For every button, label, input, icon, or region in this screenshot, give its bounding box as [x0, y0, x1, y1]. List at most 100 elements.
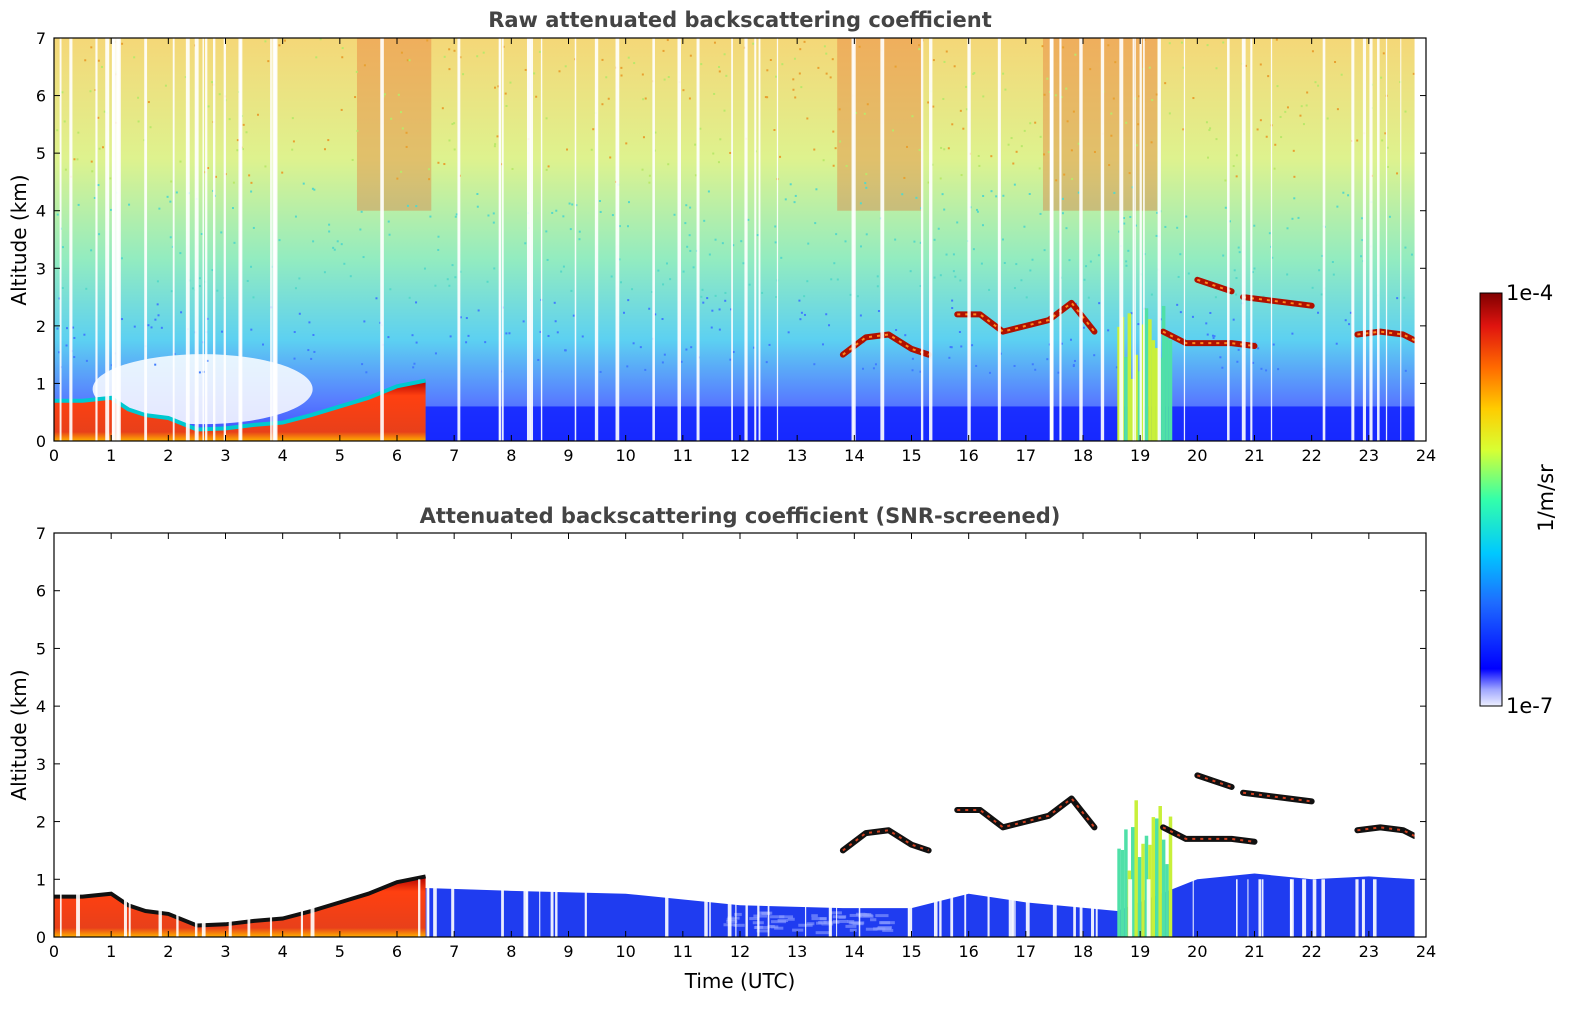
data-gap: [920, 38, 924, 441]
noise-speckle: [453, 148, 456, 151]
noise-speckle: [363, 64, 366, 67]
data-gap: [950, 879, 954, 937]
noise-speckle: [730, 308, 733, 311]
aerosol-speckle: [850, 921, 861, 925]
noise-speckle: [84, 59, 87, 62]
noise-speckle: [361, 363, 364, 366]
noise-speckle: [387, 220, 390, 223]
noise-speckle: [511, 167, 514, 170]
noise-speckle: [250, 190, 253, 193]
noise-speckle: [389, 288, 392, 291]
noise-speckle: [627, 299, 630, 302]
aerosol-speckle: [849, 928, 857, 932]
noise-speckle: [1284, 110, 1287, 113]
noise-speckle: [1233, 269, 1236, 272]
noise-speckle: [58, 351, 61, 354]
x-tick-label: 22: [1301, 446, 1321, 465]
noise-speckle: [1177, 275, 1180, 278]
data-gap: [1014, 879, 1016, 937]
noise-speckle: [383, 93, 386, 96]
noise-speckle: [323, 148, 326, 151]
noise-speckle: [232, 181, 235, 184]
data-gap: [1312, 879, 1317, 937]
noise-speckle: [121, 318, 124, 321]
noise-speckle: [627, 56, 630, 59]
data-gap: [76, 879, 80, 937]
cloud-layer-edge: [1242, 791, 1312, 803]
noise-speckle: [505, 332, 508, 335]
aerosol-speckle: [726, 920, 738, 924]
data-gap: [300, 879, 304, 937]
noise-speckle: [1023, 225, 1026, 228]
noise-speckle: [97, 184, 100, 187]
noise-speckle: [1321, 254, 1324, 257]
noise-speckle: [1001, 238, 1004, 241]
data-gap: [1385, 38, 1388, 441]
noise-speckle: [1123, 217, 1126, 220]
noise-speckle: [1013, 364, 1016, 367]
aerosol-speckle: [818, 920, 827, 924]
noise-speckle: [718, 308, 721, 311]
noise-speckle: [1156, 211, 1159, 214]
noise-speckle: [960, 345, 963, 348]
noise-speckle: [1305, 104, 1308, 107]
noise-speckle: [1215, 67, 1218, 70]
noise-speckle: [769, 59, 772, 62]
noise-speckle: [401, 127, 404, 130]
noise-speckle: [429, 215, 432, 218]
data-gap: [929, 38, 933, 441]
cloud-layer: [839, 331, 932, 358]
noise-speckle: [622, 311, 625, 314]
noise-speckle: [85, 359, 88, 362]
noise-speckle: [267, 60, 270, 63]
noise-speckle: [1396, 297, 1399, 300]
noise-speckle: [901, 193, 904, 196]
data-gap: [1025, 879, 1030, 937]
noise-speckle: [607, 97, 610, 100]
noise-speckle: [844, 240, 847, 243]
noise-speckle: [756, 234, 759, 237]
noise-speckle: [562, 265, 565, 268]
noise-speckle: [1125, 260, 1128, 263]
noise-speckle: [965, 108, 968, 111]
noise-speckle: [599, 370, 602, 373]
noise-speckle: [400, 111, 403, 114]
noise-speckle: [1129, 215, 1132, 218]
noise-speckle: [807, 242, 810, 245]
x-tick-label: 19: [1130, 942, 1150, 961]
noise-speckle: [1381, 139, 1384, 142]
noise-speckle: [1187, 272, 1190, 275]
noise-speckle: [1336, 108, 1339, 111]
noise-speckle: [686, 245, 689, 248]
y-tick-label: 1: [36, 374, 46, 393]
noise-speckle: [494, 143, 497, 146]
noise-speckle: [1125, 121, 1128, 124]
noise-speckle: [1138, 95, 1141, 98]
data-gap: [457, 38, 461, 441]
noise-speckle: [198, 277, 201, 280]
noise-speckle: [1237, 246, 1240, 249]
noise-speckle: [476, 55, 479, 58]
noise-speckle: [792, 78, 795, 81]
noise-speckle: [894, 65, 897, 68]
noise-speckle: [231, 207, 234, 210]
data-gap: [501, 38, 504, 441]
noise-speckle: [631, 288, 634, 291]
boundary-layer: [54, 876, 426, 937]
noise-speckle: [101, 146, 104, 149]
noise-speckle: [1235, 154, 1238, 157]
noise-speckle: [1386, 165, 1389, 168]
noise-speckle: [1020, 279, 1023, 282]
noise-speckle: [1192, 97, 1195, 100]
noise-speckle: [859, 314, 862, 317]
colorbar-max-label: 1e-4: [1506, 281, 1553, 305]
noise-speckle: [1061, 197, 1064, 200]
aerosol-speckle: [811, 917, 827, 921]
noise-speckle: [718, 328, 721, 331]
noise-speckle: [713, 92, 716, 95]
aerosol-speckle: [767, 924, 775, 928]
aerosol-speckle: [734, 912, 742, 916]
noise-speckle: [1228, 220, 1231, 223]
y-tick-label: 2: [36, 813, 46, 832]
noise-speckle: [798, 72, 801, 75]
